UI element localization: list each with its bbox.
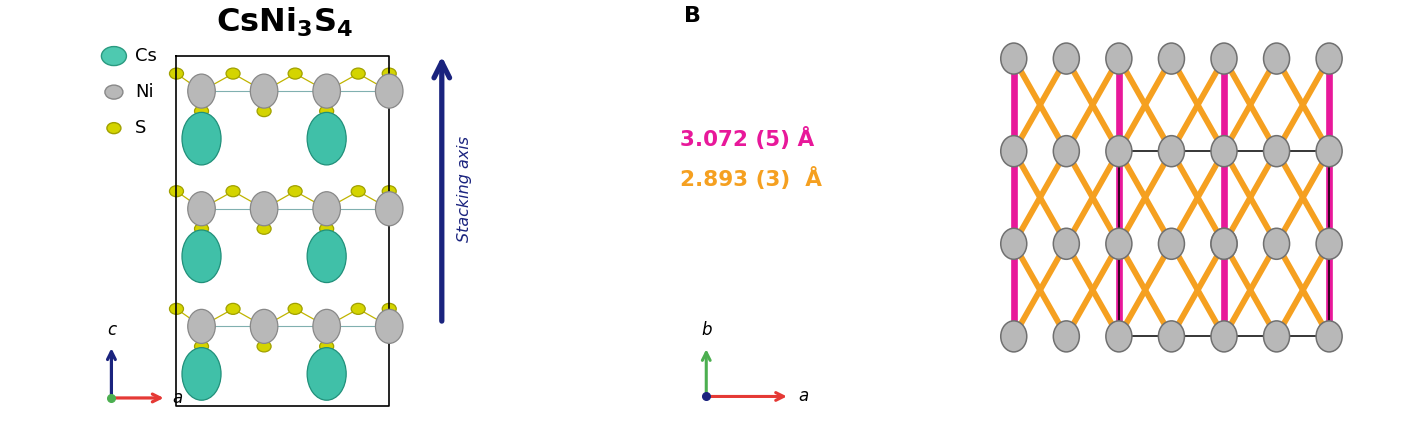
Text: 2.893 (3)  Å: 2.893 (3) Å bbox=[680, 167, 822, 190]
Ellipse shape bbox=[289, 303, 301, 314]
Ellipse shape bbox=[257, 223, 272, 234]
Ellipse shape bbox=[1264, 136, 1290, 167]
Ellipse shape bbox=[313, 309, 340, 343]
Ellipse shape bbox=[1212, 43, 1237, 74]
Text: Stacking axis: Stacking axis bbox=[456, 136, 472, 242]
Ellipse shape bbox=[1001, 43, 1027, 74]
Ellipse shape bbox=[195, 341, 209, 352]
Text: 3.072 (5) Å: 3.072 (5) Å bbox=[680, 127, 813, 150]
Ellipse shape bbox=[226, 303, 240, 314]
Ellipse shape bbox=[169, 186, 183, 197]
Ellipse shape bbox=[1317, 43, 1342, 74]
Ellipse shape bbox=[1106, 136, 1132, 167]
Ellipse shape bbox=[1264, 228, 1290, 259]
Ellipse shape bbox=[105, 85, 122, 99]
Ellipse shape bbox=[351, 303, 365, 314]
Ellipse shape bbox=[250, 309, 277, 343]
Ellipse shape bbox=[188, 309, 215, 343]
Ellipse shape bbox=[226, 186, 240, 197]
Ellipse shape bbox=[1106, 321, 1132, 352]
Ellipse shape bbox=[1106, 43, 1132, 74]
Ellipse shape bbox=[383, 303, 397, 314]
Ellipse shape bbox=[313, 74, 340, 108]
Ellipse shape bbox=[1001, 321, 1027, 352]
Ellipse shape bbox=[1212, 321, 1237, 352]
Ellipse shape bbox=[1212, 228, 1237, 259]
Ellipse shape bbox=[182, 348, 220, 400]
Ellipse shape bbox=[188, 74, 215, 108]
Text: B: B bbox=[684, 6, 701, 26]
Ellipse shape bbox=[107, 123, 121, 134]
Ellipse shape bbox=[1159, 321, 1185, 352]
Ellipse shape bbox=[188, 192, 215, 226]
Ellipse shape bbox=[250, 74, 277, 108]
Ellipse shape bbox=[289, 186, 301, 197]
Ellipse shape bbox=[182, 230, 220, 283]
Text: S: S bbox=[135, 119, 146, 137]
Ellipse shape bbox=[1212, 228, 1237, 259]
Text: a: a bbox=[799, 388, 809, 405]
Ellipse shape bbox=[307, 348, 346, 400]
Text: $\mathbf{CsNi_3S_4}$: $\mathbf{CsNi_3S_4}$ bbox=[216, 6, 353, 39]
Ellipse shape bbox=[226, 68, 240, 79]
Ellipse shape bbox=[1317, 228, 1342, 259]
Ellipse shape bbox=[320, 223, 334, 234]
Ellipse shape bbox=[320, 105, 334, 117]
Ellipse shape bbox=[169, 303, 183, 314]
Text: a: a bbox=[172, 389, 183, 407]
Ellipse shape bbox=[1054, 321, 1079, 352]
Ellipse shape bbox=[375, 309, 402, 343]
Ellipse shape bbox=[313, 192, 340, 226]
Ellipse shape bbox=[351, 186, 365, 197]
Ellipse shape bbox=[101, 46, 127, 66]
Ellipse shape bbox=[307, 230, 346, 283]
Ellipse shape bbox=[307, 112, 346, 165]
Ellipse shape bbox=[1054, 136, 1079, 167]
Ellipse shape bbox=[1054, 43, 1079, 74]
Ellipse shape bbox=[1317, 321, 1342, 352]
Ellipse shape bbox=[383, 68, 397, 79]
Text: c: c bbox=[107, 321, 117, 339]
Ellipse shape bbox=[1159, 43, 1185, 74]
Ellipse shape bbox=[1264, 321, 1290, 352]
Ellipse shape bbox=[1159, 136, 1185, 167]
Ellipse shape bbox=[257, 105, 272, 117]
Ellipse shape bbox=[169, 68, 183, 79]
Ellipse shape bbox=[1317, 136, 1342, 167]
Ellipse shape bbox=[250, 192, 277, 226]
Ellipse shape bbox=[1054, 228, 1079, 259]
Text: b: b bbox=[701, 321, 711, 339]
Ellipse shape bbox=[375, 74, 402, 108]
Ellipse shape bbox=[320, 341, 334, 352]
Ellipse shape bbox=[1001, 228, 1027, 259]
Ellipse shape bbox=[195, 105, 209, 117]
Ellipse shape bbox=[1159, 228, 1185, 259]
Ellipse shape bbox=[182, 112, 220, 165]
Ellipse shape bbox=[375, 192, 402, 226]
Ellipse shape bbox=[257, 341, 272, 352]
Ellipse shape bbox=[351, 68, 365, 79]
Ellipse shape bbox=[383, 186, 397, 197]
Ellipse shape bbox=[195, 223, 209, 234]
Ellipse shape bbox=[1106, 228, 1132, 259]
Ellipse shape bbox=[1264, 43, 1290, 74]
Text: Cs: Cs bbox=[135, 47, 156, 65]
Text: Ni: Ni bbox=[135, 83, 154, 101]
Ellipse shape bbox=[1212, 136, 1237, 167]
Ellipse shape bbox=[289, 68, 301, 79]
Ellipse shape bbox=[1001, 136, 1027, 167]
